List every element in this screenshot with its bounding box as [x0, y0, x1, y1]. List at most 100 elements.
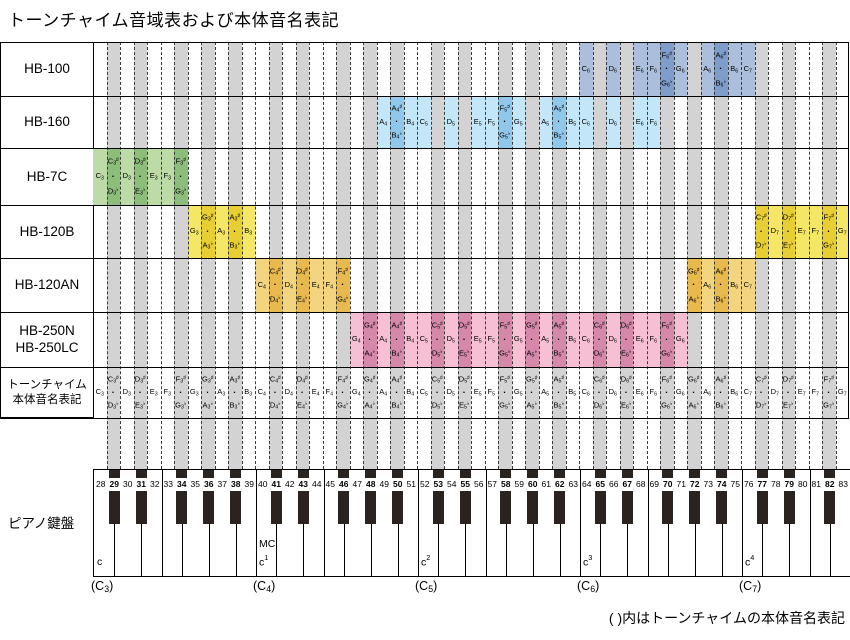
grid-dashed-line	[457, 42, 459, 469]
piano-key-number: 63	[568, 479, 578, 489]
octave-range-label: (C4)	[253, 579, 276, 595]
piano-key-number: 40	[258, 479, 268, 489]
note-label: A6	[703, 279, 712, 291]
note-label-sharp-flat: A3♯ · B3♭	[229, 212, 241, 251]
row-divider	[0, 367, 849, 368]
piano-key-number: 31	[136, 479, 146, 489]
piano-black-key	[662, 470, 674, 524]
note-label-sharp-flat: C6♯ · D6♭	[593, 374, 605, 411]
note-label: A5	[541, 387, 550, 398]
grid-dashed-line	[133, 42, 135, 469]
range-cell	[727, 42, 741, 96]
piano-key-number: 35	[190, 479, 200, 489]
white-key-divider	[647, 470, 649, 576]
piano-key-number: 55	[460, 479, 470, 489]
range-cell	[349, 312, 363, 367]
note-label: E7	[797, 226, 806, 237]
range-cell	[565, 312, 579, 367]
grid-dashed-line	[444, 42, 445, 469]
white-key-divider	[303, 524, 305, 576]
note-label-sharp-flat: D6♯ · E6♭	[620, 320, 632, 359]
note-label-sharp-flat: G5♯ · A5♭	[526, 320, 538, 359]
grid-dashed-line	[295, 42, 297, 469]
note-label-sharp-flat: F6♯ · G6♭	[661, 49, 673, 89]
range-cell	[147, 148, 161, 205]
range-cell-sharp	[660, 312, 674, 367]
piano-black-key	[527, 470, 539, 524]
note-label: G5	[513, 334, 523, 345]
range-cell	[673, 312, 687, 367]
grid-dashed-line	[282, 42, 283, 469]
piano-key-number: 61	[541, 479, 551, 489]
range-cell	[741, 258, 755, 312]
range-cell-sharp	[390, 312, 404, 367]
model-label: HB-160	[0, 96, 94, 149]
grid-right-border	[848, 42, 849, 418]
range-cell-sharp	[687, 258, 701, 312]
piano-key-number: 48	[366, 479, 376, 489]
grid-dashed-line	[376, 42, 378, 469]
piano-key-number: 67	[622, 479, 632, 489]
piano-key-number: 28	[96, 479, 106, 489]
note-label: E5	[473, 387, 482, 398]
grid-dashed-line	[808, 42, 810, 469]
note-label: F6	[649, 116, 657, 128]
range-cell-sharp	[174, 148, 188, 205]
note-label-sharp-flat: F7♯ · G7♭	[823, 374, 835, 411]
note-label: B5	[568, 387, 577, 398]
note-label-sharp-flat: D6♯ · E6♭	[620, 374, 632, 411]
note-label-sharp-flat: A3♯ · B3♭	[229, 374, 241, 411]
range-cell	[579, 312, 593, 367]
note-label: D6	[608, 334, 617, 345]
model-label: HB-250N HB-250LC	[0, 312, 94, 368]
note-label-sharp-flat: G4♯ · A4♭	[364, 374, 376, 411]
piano-key-number: 37	[217, 479, 227, 489]
piano-key-number: 51	[406, 479, 416, 489]
piano-black-key	[824, 470, 836, 524]
note-label: D7	[770, 226, 779, 237]
grid-dashed-line	[606, 42, 607, 469]
grid-dashed-line	[741, 42, 742, 469]
range-cell	[673, 42, 687, 96]
row-divider	[0, 418, 849, 419]
note-label: C4	[257, 279, 266, 291]
white-key-divider	[235, 524, 237, 576]
note-label: E6	[635, 63, 644, 75]
range-cell	[484, 96, 498, 148]
range-cell	[565, 96, 579, 148]
grid-dashed-line	[403, 42, 405, 469]
note-label: E5	[473, 116, 482, 128]
white-key-divider	[742, 470, 743, 576]
range-cell	[511, 312, 525, 367]
note-label-sharp-flat: D4♯ · E4♭	[296, 374, 308, 411]
note-label-sharp-flat: G3♯ · A3♭	[202, 212, 214, 251]
note-label: D3	[122, 171, 131, 182]
note-label-sharp-flat: G6♯ · A6♭	[688, 374, 700, 411]
note-label-sharp-flat: A5♯ · B5♭	[553, 374, 565, 411]
piano-key-number: 57	[487, 479, 497, 489]
model-label: HB-7C	[0, 148, 94, 206]
grid-dashed-line	[214, 42, 216, 469]
grid-dashed-line	[120, 42, 121, 469]
note-label: A4	[379, 116, 388, 128]
grid-dashed-line	[187, 42, 189, 469]
note-label: F3	[163, 387, 171, 398]
octave-key-label: c3	[583, 552, 593, 568]
note-label: C7	[743, 63, 752, 75]
white-key-divider	[465, 524, 467, 576]
note-label-sharp-flat: D7♯ · E7♭	[782, 212, 794, 251]
range-cell	[376, 96, 390, 148]
note-label-sharp-flat: F4♯ · G4♭	[337, 265, 349, 305]
model-label-text: HB-120AN	[14, 277, 80, 293]
grid-dashed-line	[390, 42, 391, 469]
note-label: C5	[419, 116, 428, 128]
note-label-sharp-flat: A4♯ · B4♭	[391, 103, 403, 141]
note-label: G4	[351, 387, 361, 398]
white-key-divider	[276, 524, 278, 576]
note-label-sharp-flat: G5♯ · A5♭	[526, 374, 538, 411]
octave-range-label: (C5)	[415, 579, 438, 595]
note-label: B4	[406, 116, 415, 128]
note-label-sharp-flat: C5♯ · D5♭	[431, 374, 443, 411]
range-cell	[700, 42, 714, 96]
note-label: D5	[446, 334, 455, 345]
